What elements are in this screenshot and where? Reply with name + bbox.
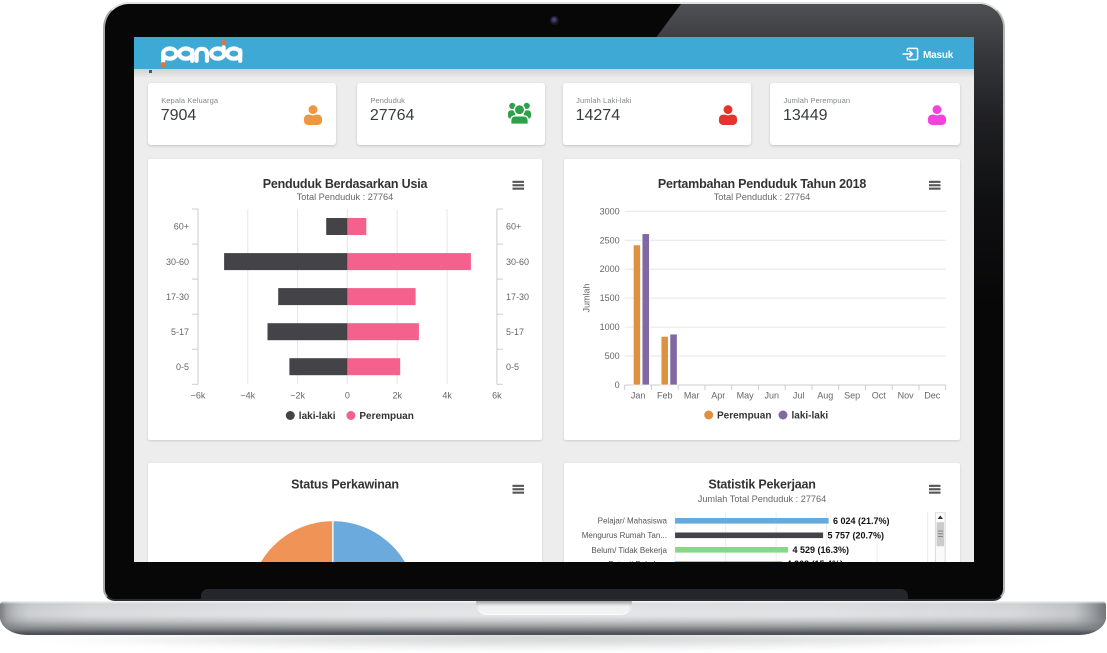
svg-text:6k: 6k	[493, 390, 503, 400]
svg-text:6 024 (21.7%): 6 024 (21.7%)	[833, 516, 890, 526]
svg-text:Statistik Pekerjaan: Statistik Pekerjaan	[709, 477, 816, 491]
svg-text:−6k: −6k	[191, 390, 206, 400]
svg-text:Perempuan: Perempuan	[360, 411, 414, 422]
svg-text:Feb: Feb	[657, 390, 673, 400]
svg-text:0-5: 0-5	[506, 362, 519, 372]
svg-text:Perempuan: Perempuan	[717, 410, 771, 421]
svg-text:5-17: 5-17	[506, 327, 524, 337]
svg-text:3000: 3000	[600, 206, 620, 216]
svg-text:Apr: Apr	[712, 390, 726, 400]
svg-text:1000: 1000	[600, 322, 620, 332]
svg-text:Jan: Jan	[631, 390, 646, 400]
svg-text:0-5: 0-5	[176, 362, 189, 372]
svg-text:2500: 2500	[600, 235, 620, 245]
svg-text:Jumlah Total Penduduk : 27764: Jumlah Total Penduduk : 27764	[698, 494, 827, 504]
svg-text:Total Penduduk : 27764: Total Penduduk : 27764	[297, 192, 394, 202]
svg-text:2000: 2000	[600, 264, 620, 274]
svg-text:Status Perkawinan: Status Perkawinan	[291, 477, 399, 491]
svg-text:0: 0	[615, 380, 620, 390]
svg-text:Penduduk Berdasarkan Usia: Penduduk Berdasarkan Usia	[263, 177, 429, 191]
svg-text:−4k: −4k	[241, 390, 256, 400]
svg-text:30-60: 30-60	[166, 256, 189, 266]
svg-text:Belum/ Tidak Bekerja: Belum/ Tidak Bekerja	[592, 545, 668, 554]
svg-text:Dec: Dec	[925, 390, 942, 400]
svg-text:Petani/ Pekebun: Petani/ Pekebun	[609, 559, 668, 562]
svg-text:Mengurus Rumah Tan...: Mengurus Rumah Tan...	[582, 531, 667, 540]
svg-text:2k: 2k	[393, 390, 403, 400]
svg-text:Mar: Mar	[684, 390, 700, 400]
svg-text:60+: 60+	[174, 221, 189, 231]
svg-text:−2k: −2k	[291, 390, 306, 400]
svg-text:Oct: Oct	[872, 390, 887, 400]
svg-text:Sep: Sep	[844, 390, 860, 400]
svg-text:May: May	[737, 390, 755, 400]
svg-text:laki-laki: laki-laki	[792, 410, 829, 421]
svg-text:Jumlah: Jumlah	[582, 283, 592, 312]
svg-text:4 529 (16.3%): 4 529 (16.3%)	[793, 545, 850, 555]
svg-text:Jul: Jul	[793, 390, 805, 400]
svg-text:Pelajar/ Mahasiswa: Pelajar/ Mahasiswa	[598, 516, 668, 525]
svg-text:500: 500	[605, 351, 620, 361]
svg-text:30-60: 30-60	[506, 256, 529, 266]
svg-text:laki-laki: laki-laki	[299, 411, 336, 422]
svg-text:17-30: 17-30	[506, 291, 529, 301]
svg-text:Total Penduduk : 27764: Total Penduduk : 27764	[714, 192, 811, 202]
svg-text:4k: 4k	[443, 390, 453, 400]
svg-text:0: 0	[345, 390, 350, 400]
svg-text:17-30: 17-30	[166, 291, 189, 301]
svg-text:5-17: 5-17	[171, 327, 189, 337]
svg-text:4 268 (15.4%): 4 268 (15.4%)	[787, 559, 844, 562]
svg-text:Pertambahan Penduduk Tahun 201: Pertambahan Penduduk Tahun 2018	[658, 177, 866, 191]
svg-text:Aug: Aug	[818, 390, 834, 400]
svg-text:60+: 60+	[506, 221, 521, 231]
svg-text:1500: 1500	[600, 293, 620, 303]
svg-text:Jun: Jun	[765, 390, 780, 400]
svg-text:5 757 (20.7%): 5 757 (20.7%)	[828, 530, 885, 540]
svg-text:Nov: Nov	[898, 390, 915, 400]
